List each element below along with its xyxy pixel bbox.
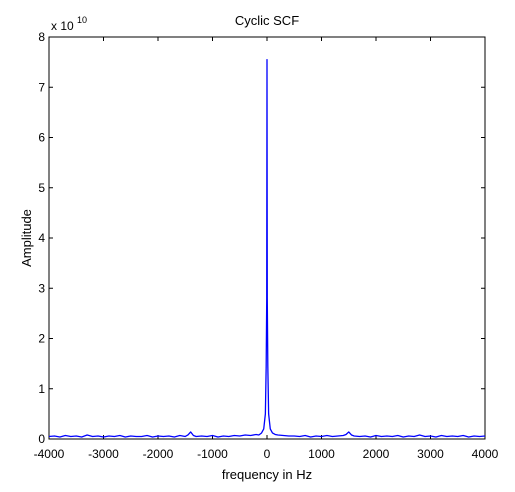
y-tick-label: 0 <box>38 432 45 446</box>
x-tick-label: 4000 <box>472 447 499 461</box>
y-tick-label: 8 <box>38 30 45 44</box>
y-tick-label: 4 <box>38 231 45 245</box>
y-exponent-base: x 10 <box>51 19 74 33</box>
y-exponent-power: 10 <box>77 15 87 25</box>
x-tick-label: -3000 <box>88 447 119 461</box>
y-ticks: 0 1 2 3 4 5 6 7 8 <box>38 30 485 446</box>
y-tick-label: 5 <box>38 181 45 195</box>
series-line <box>48 58 486 438</box>
y-tick-label: 7 <box>38 80 45 94</box>
y-exponent-label: x 10 10 <box>51 15 87 33</box>
y-tick-label: 1 <box>38 382 45 396</box>
x-tick-label: 3000 <box>417 447 444 461</box>
y-tick-label: 6 <box>38 131 45 145</box>
y-tick-label: 3 <box>38 281 45 295</box>
x-ticks: -4000 -3000 -2000 -1000 0 1000 2000 3000 4000 <box>34 37 499 461</box>
x-tick-label: -4000 <box>34 447 65 461</box>
x-axis-label: frequency in Hz <box>222 467 312 482</box>
x-tick-label: -1000 <box>197 447 228 461</box>
chart-title: Cyclic SCF <box>235 13 299 28</box>
x-tick-label: -2000 <box>143 447 174 461</box>
x-tick-label: 2000 <box>363 447 390 461</box>
y-axis-label: Amplitude <box>19 209 34 267</box>
x-tick-label: 0 <box>264 447 271 461</box>
x-tick-label: 1000 <box>308 447 335 461</box>
y-tick-label: 2 <box>38 332 45 346</box>
